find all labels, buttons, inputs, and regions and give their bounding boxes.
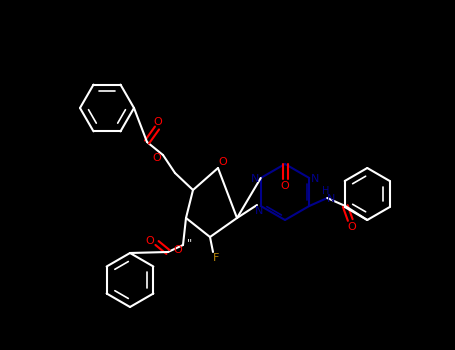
Text: N: N <box>251 174 259 184</box>
Text: N: N <box>311 174 319 184</box>
Text: O: O <box>348 222 357 232</box>
Text: O: O <box>152 153 162 163</box>
Text: O: O <box>281 181 289 191</box>
Text: O: O <box>218 157 228 167</box>
Text: O: O <box>146 236 154 246</box>
Text: H: H <box>322 186 329 196</box>
Text: N: N <box>327 194 335 204</box>
Text: O: O <box>174 245 182 255</box>
Text: O: O <box>154 117 162 127</box>
Text: ": " <box>187 238 192 248</box>
Text: F: F <box>213 253 219 263</box>
Text: N: N <box>255 206 263 216</box>
